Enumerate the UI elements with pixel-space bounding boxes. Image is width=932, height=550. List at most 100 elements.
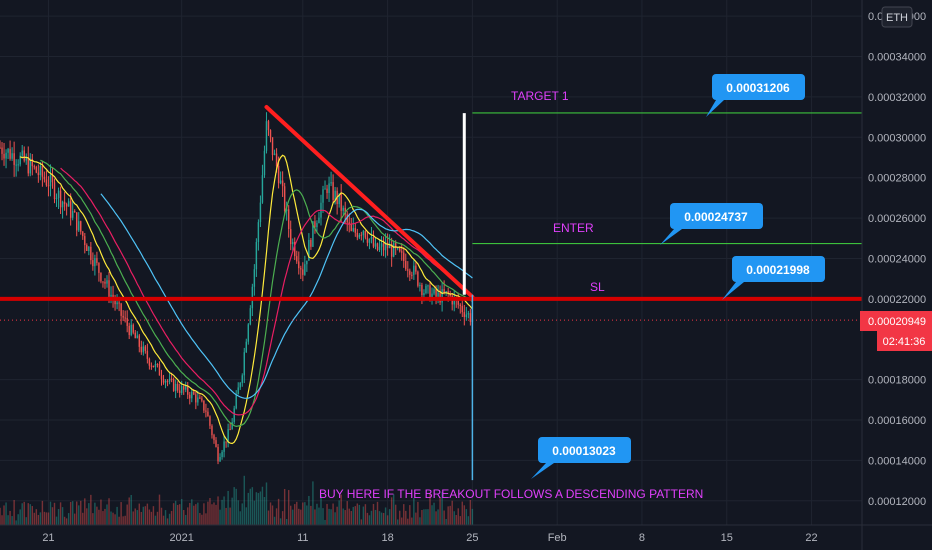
volume-bar bbox=[201, 514, 203, 525]
volume-bar bbox=[140, 511, 143, 525]
candle-body bbox=[392, 243, 395, 257]
volume-bar bbox=[413, 497, 415, 525]
volume-bar bbox=[328, 508, 330, 525]
volume-bar bbox=[433, 502, 435, 525]
candle-body bbox=[415, 265, 417, 272]
volume-bar bbox=[9, 510, 11, 525]
candle-body bbox=[3, 153, 5, 159]
volume-bar bbox=[156, 511, 159, 525]
moving-averages bbox=[19, 154, 473, 445]
volume-bar bbox=[61, 507, 64, 525]
countdown-tag: 02:41:36 bbox=[877, 331, 932, 351]
buy-instruction-label: BUY HERE IF THE BREAKOUT FOLLOWS A DESCE… bbox=[319, 487, 703, 501]
volume-bar bbox=[41, 500, 44, 525]
volume-bar bbox=[152, 506, 155, 525]
volume-bar bbox=[471, 508, 474, 525]
candle-body bbox=[122, 315, 124, 318]
volume-bar bbox=[150, 511, 153, 525]
volume-bar bbox=[23, 501, 25, 525]
volume-bar bbox=[443, 510, 445, 525]
volume-bar bbox=[425, 509, 427, 525]
symbol-badge[interactable]: ETH bbox=[881, 6, 913, 28]
candle-body bbox=[170, 378, 173, 380]
candle-body bbox=[55, 197, 58, 200]
candle-body bbox=[390, 244, 393, 257]
moving-average-1 bbox=[40, 159, 473, 428]
volume-bar bbox=[330, 509, 332, 525]
candle-body bbox=[213, 435, 215, 441]
candle-body bbox=[195, 394, 197, 403]
candle-body bbox=[27, 157, 29, 174]
candle-body bbox=[33, 166, 36, 168]
volume-bar bbox=[421, 510, 423, 525]
volume-bar bbox=[102, 511, 104, 525]
volume-bar bbox=[312, 481, 314, 525]
candle-body bbox=[433, 289, 435, 294]
volume-bar bbox=[447, 506, 449, 525]
time-tick-label: 2021 bbox=[169, 532, 193, 544]
time-axis[interactable]: 21 2021 11 18 25 Feb 8 15 22 bbox=[0, 524, 932, 544]
volume-bar bbox=[108, 498, 110, 525]
volume-bar bbox=[390, 497, 393, 525]
volume-bar bbox=[82, 512, 84, 525]
candle-body bbox=[394, 243, 397, 249]
candle-body bbox=[189, 394, 191, 399]
volume-bar bbox=[229, 507, 231, 525]
volume-bar bbox=[7, 515, 9, 525]
volume-bar bbox=[253, 500, 256, 525]
candle-body bbox=[193, 391, 195, 395]
candle-body bbox=[312, 221, 314, 247]
volume-bar bbox=[354, 506, 357, 525]
candle-body bbox=[197, 397, 199, 403]
volume-bar bbox=[320, 494, 322, 525]
candle-body bbox=[346, 214, 348, 223]
price-tick-label: 0.00014000 bbox=[868, 455, 926, 467]
candle-body bbox=[166, 380, 169, 382]
volume-bar bbox=[360, 519, 363, 525]
candle-body bbox=[352, 228, 354, 231]
candle-body bbox=[275, 153, 278, 166]
candle-body bbox=[269, 130, 272, 138]
price-tick-label: 0.00028000 bbox=[868, 173, 926, 185]
candle-body bbox=[172, 379, 175, 391]
candle-body bbox=[146, 350, 149, 359]
volume-bar bbox=[1, 515, 3, 525]
candle-body bbox=[227, 429, 229, 443]
volume-bar bbox=[396, 519, 399, 525]
candle-body bbox=[417, 271, 419, 286]
current-price-value: 0.00020949 bbox=[868, 316, 926, 328]
candle-body bbox=[39, 165, 42, 176]
candle-body bbox=[445, 291, 447, 293]
volume-bar bbox=[378, 511, 381, 525]
volume-bar bbox=[170, 510, 173, 525]
volume-bar bbox=[59, 502, 62, 525]
candle-body bbox=[110, 294, 112, 297]
volume-bar bbox=[25, 517, 27, 525]
candle-body bbox=[124, 317, 126, 319]
volume-bar bbox=[338, 500, 340, 525]
candle-body bbox=[267, 121, 270, 131]
volume-bar bbox=[57, 509, 60, 525]
volume-bar bbox=[211, 504, 213, 525]
volume-bar bbox=[249, 488, 252, 525]
callout-enter[interactable]: 0.00024737 bbox=[660, 203, 763, 245]
volume-bar bbox=[78, 505, 80, 525]
callout-projection[interactable]: 0.00013023 bbox=[531, 437, 631, 479]
volume-bar bbox=[409, 505, 411, 525]
candle-body bbox=[51, 175, 54, 183]
volume-bar bbox=[334, 512, 336, 525]
candle-body bbox=[421, 285, 423, 295]
volume-bar bbox=[94, 502, 96, 525]
candle-body bbox=[9, 148, 11, 159]
volume-bar bbox=[146, 503, 149, 525]
candle-body bbox=[229, 429, 231, 431]
callout-sl[interactable]: 0.00021998 bbox=[722, 256, 825, 300]
candle-body bbox=[96, 258, 98, 263]
volume-bar bbox=[138, 503, 141, 525]
candle-body bbox=[388, 244, 391, 249]
volume-bar bbox=[158, 494, 161, 525]
volume-bar bbox=[326, 503, 328, 525]
callout-target-1[interactable]: 0.00031206 bbox=[706, 74, 805, 117]
volume-bar bbox=[96, 506, 98, 525]
